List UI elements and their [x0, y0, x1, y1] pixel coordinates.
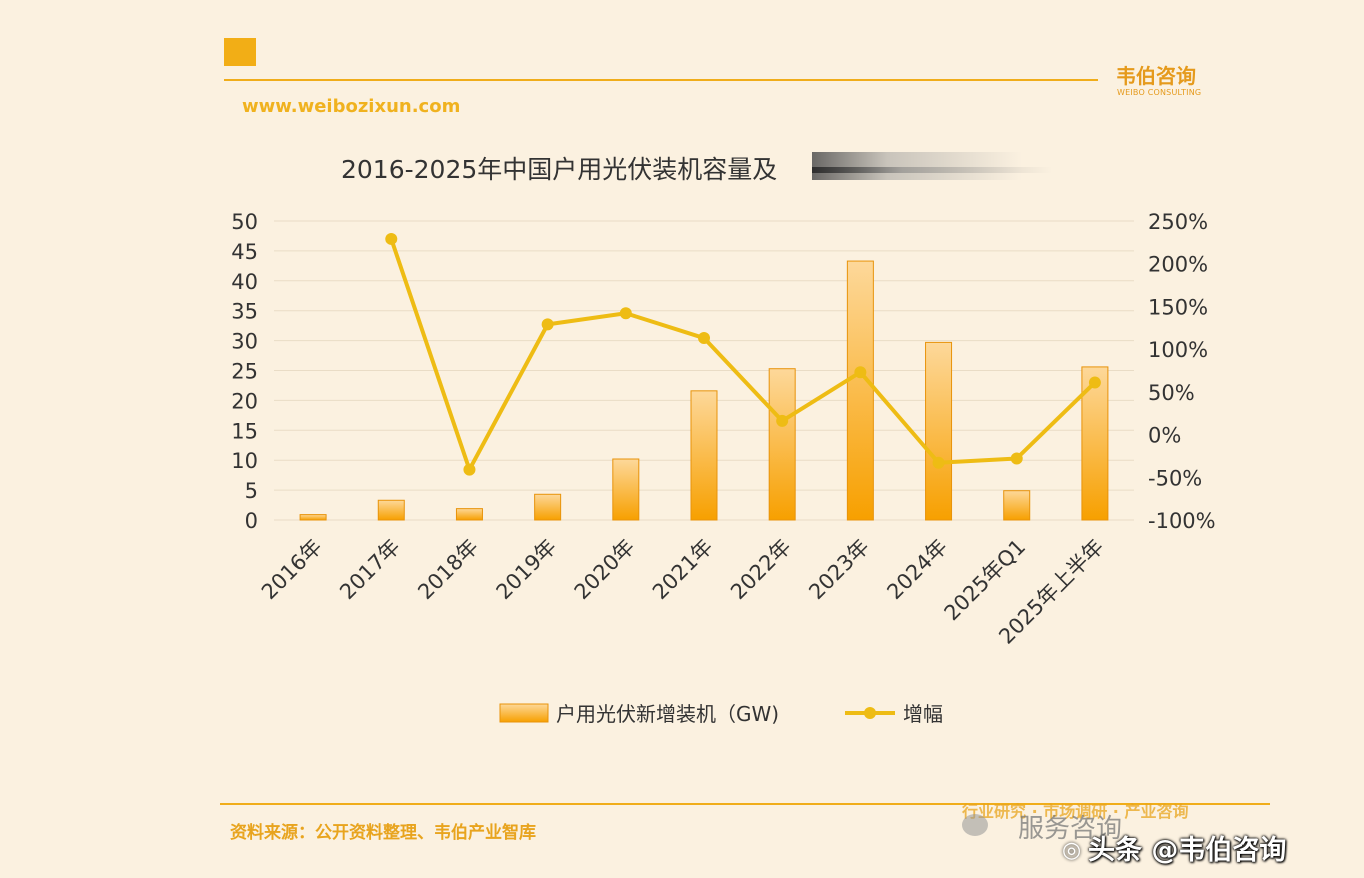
watermark-account: 头条 @韦伯咨询: [1088, 835, 1287, 866]
x-tick-label: 2016年: [257, 535, 327, 605]
line-point: [1010, 452, 1023, 465]
right-tick-label: 50%: [1148, 381, 1195, 405]
x-tick-label: 2024年: [882, 535, 952, 605]
line-point: [854, 366, 867, 379]
bar: [534, 493, 562, 521]
left-tick-label: 30: [231, 330, 258, 354]
right-tick-label: 0%: [1148, 424, 1181, 448]
line-point: [932, 456, 945, 469]
left-tick-label: 10: [231, 449, 258, 473]
bar: [768, 368, 796, 521]
brand-subtitle: WEIBO CONSULTING: [1117, 88, 1202, 97]
left-tick-label: 45: [231, 240, 258, 264]
bar: [299, 514, 327, 521]
x-tick-label: 2021年: [648, 535, 718, 605]
x-axis-ticks: 2016年 2017年 2018年 2019年 2020年 2021年 2022年 2023年…: [257, 535, 1108, 649]
left-tick-label: 40: [231, 270, 258, 294]
right-tick-label: 150%: [1148, 295, 1208, 319]
growth-line: [389, 238, 1097, 472]
watermark-text: 服务咨询: [1018, 814, 1123, 844]
website-url: www.weibozixun.com: [242, 96, 461, 117]
left-tick-label: 50: [231, 210, 258, 234]
left-axis-ticks: 0 5 10 15 20 25 30 35 40 45 50: [231, 210, 258, 533]
line-point: [541, 318, 554, 331]
left-tick-label: 20: [231, 389, 258, 413]
bar: [612, 458, 640, 521]
brand-logo-square: [224, 38, 256, 66]
x-tick-label: 2018年: [413, 535, 483, 605]
x-tick-label: 2019年: [492, 535, 562, 605]
x-tick-label: 2022年: [726, 535, 796, 605]
right-tick-label: 250%: [1148, 210, 1208, 234]
line-point: [1088, 376, 1101, 389]
brand-name: 韦伯咨询: [1116, 64, 1196, 88]
bar-series: [299, 260, 1109, 521]
right-axis-ticks: -100% -50% 0% 50% 100% 150% 200% 250%: [1148, 210, 1216, 533]
weibo-icon: ◎: [1062, 838, 1082, 863]
line-point: [385, 232, 398, 245]
source-note: 资料来源：公开资料整理、韦伯产业智库: [230, 823, 536, 843]
legend-bar-swatch: [499, 703, 549, 723]
left-tick-label: 25: [231, 360, 258, 384]
title-redaction: [812, 152, 1112, 180]
services-tagline: 行业研究 · 市场调研 · 产业咨询: [962, 802, 1189, 821]
left-tick-label: 5: [245, 479, 258, 503]
bar: [925, 341, 953, 521]
left-tick-label: 15: [231, 419, 258, 443]
line-point: [463, 463, 476, 476]
bar: [846, 260, 874, 521]
right-tick-label: -50%: [1148, 466, 1202, 490]
legend: 户用光伏新增装机（GW) 增幅: [499, 702, 943, 726]
right-tick-label: 200%: [1148, 253, 1208, 277]
x-tick-label: 2020年: [570, 535, 640, 605]
left-tick-label: 35: [231, 300, 258, 324]
legend-line-label: 增幅: [903, 702, 943, 726]
line-series: [385, 232, 1101, 476]
footer-rule: [220, 803, 1270, 805]
bar: [377, 499, 405, 521]
left-tick-label: 0: [245, 509, 258, 533]
header-rule: [224, 79, 1098, 81]
line-point: [776, 414, 789, 427]
bar: [690, 390, 718, 521]
chart-title: 2016-2025年中国户用光伏装机容量及: [341, 155, 778, 184]
title-redaction-stroke: [812, 167, 1112, 173]
line-point: [619, 307, 632, 320]
wechat-icon: [962, 814, 988, 836]
right-tick-label: -100%: [1148, 509, 1216, 533]
bar: [1003, 490, 1031, 521]
legend-line-marker: [864, 707, 876, 719]
x-tick-label: 2023年: [804, 535, 874, 605]
bar: [455, 508, 483, 521]
right-tick-label: 100%: [1148, 338, 1208, 362]
line-point: [698, 332, 710, 345]
x-tick-label: 2017年: [335, 535, 405, 605]
legend-bar-label: 户用光伏新增装机（GW): [556, 702, 779, 726]
